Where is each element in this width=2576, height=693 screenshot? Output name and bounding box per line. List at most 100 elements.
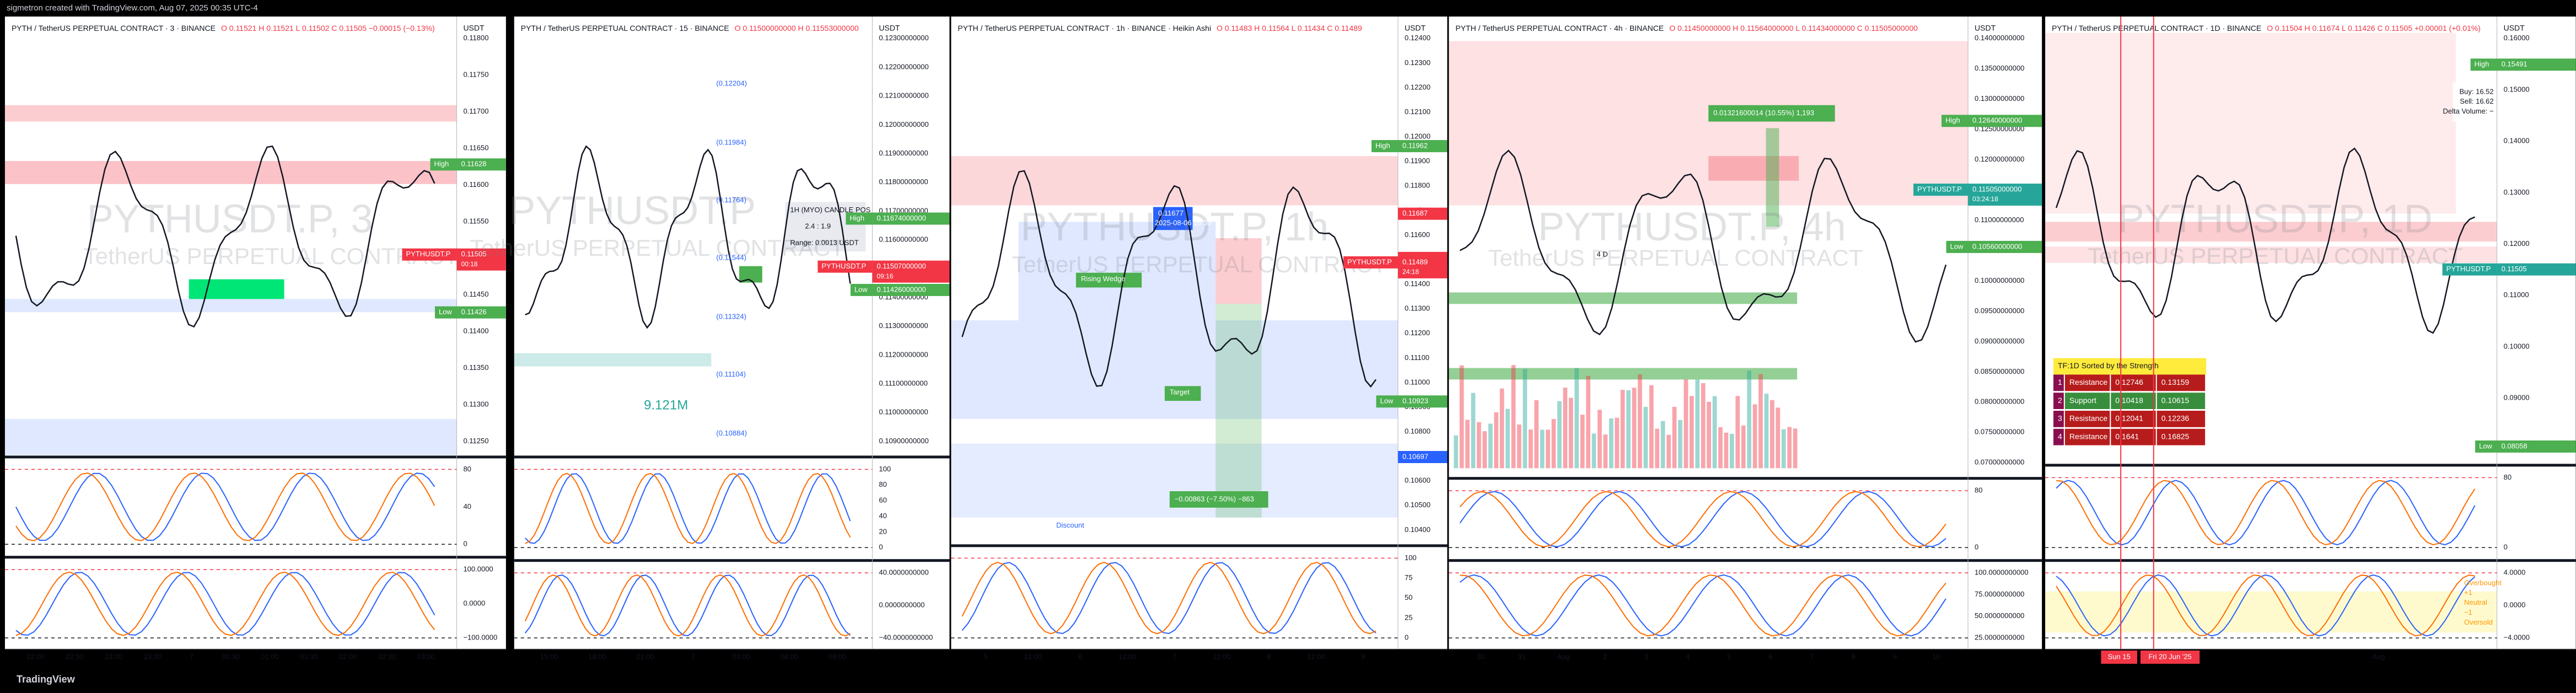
price-badge-value: 0.11505 bbox=[2502, 265, 2527, 273]
zone bbox=[951, 320, 1398, 419]
volume-bar bbox=[1666, 434, 1671, 469]
table-cell bbox=[2156, 428, 2206, 445]
indicator-axis-label: 0.0000 bbox=[463, 599, 485, 608]
chart-annotation: (0.11324) bbox=[716, 313, 746, 321]
zone bbox=[1075, 272, 1142, 288]
price-badge-countdown: 03:24:18 bbox=[1972, 195, 1998, 203]
volume-bar bbox=[1781, 429, 1786, 469]
zone bbox=[1449, 41, 1969, 206]
price-label: 0.11400 bbox=[463, 327, 488, 335]
indicator-line bbox=[961, 562, 1376, 635]
zone bbox=[1708, 156, 1799, 181]
price-badge bbox=[872, 283, 950, 296]
table-cell bbox=[2111, 428, 2156, 445]
price-badge bbox=[1397, 140, 1448, 153]
time-label: 03:00 bbox=[417, 652, 435, 660]
chart-annotation: (0.12204) bbox=[716, 79, 747, 87]
price-label: 0.12200000000 bbox=[879, 62, 928, 71]
price-label: 0.11900 bbox=[1405, 157, 1430, 165]
price-label: 0.12400 bbox=[1405, 34, 1430, 42]
price-label: 0.10400 bbox=[1405, 525, 1430, 534]
indicator-axis-label: 0 bbox=[1975, 543, 1978, 551]
indicator-axis-label: 80 bbox=[463, 465, 471, 473]
volume-bar bbox=[1701, 383, 1706, 469]
price-badge bbox=[456, 306, 506, 319]
price-label: 0.12000 bbox=[2504, 239, 2530, 248]
date-marker: Fri 20 Jun '25 bbox=[2148, 652, 2191, 660]
volume-bar bbox=[1718, 427, 1723, 469]
indicator-line bbox=[1459, 574, 1946, 637]
price-badge-value: 0.15491 bbox=[2502, 60, 2527, 68]
volume-bar bbox=[1735, 396, 1740, 469]
watermark: TetherUS PERPETUAL CONTRACT bbox=[470, 235, 845, 261]
zone bbox=[1018, 222, 1216, 321]
indicator-line bbox=[1459, 491, 1946, 547]
indicator-axis-label: 4.0000 bbox=[2504, 568, 2526, 577]
pane-separator bbox=[4, 455, 506, 459]
table-cell bbox=[2156, 411, 2206, 427]
time-label: 12:00 bbox=[1307, 652, 1325, 660]
price-badge-value: 0.11505000000 bbox=[1972, 185, 2021, 193]
volume-bar bbox=[1511, 365, 1516, 469]
price-badge-tag bbox=[434, 306, 457, 319]
chart-panel bbox=[514, 17, 950, 649]
price-label: 0.09000 bbox=[2504, 394, 2530, 402]
price-label: 0.11000 bbox=[1405, 378, 1430, 386]
pane-separator bbox=[1449, 559, 2042, 562]
table-cell-text: 0.12041 bbox=[2115, 414, 2143, 423]
chart-annotation: Sell: 16.62 bbox=[2460, 97, 2493, 105]
table-cell bbox=[2156, 374, 2206, 391]
volume-bar bbox=[1586, 375, 1590, 469]
volume-bar bbox=[1764, 394, 1769, 469]
table-cell bbox=[2064, 411, 2110, 427]
volume-bar bbox=[1603, 434, 1608, 469]
price-badge-label: Low bbox=[1950, 242, 1964, 250]
volume-bar bbox=[1459, 365, 1464, 469]
indicator-axis-label: 80 bbox=[879, 480, 886, 488]
price-line bbox=[15, 145, 435, 328]
price-badge-value: 0.11505 bbox=[461, 250, 486, 258]
price-badge-tag bbox=[402, 248, 457, 261]
indicator-axis-label: 0.0000000000 bbox=[879, 601, 924, 609]
legend-item: Overbought bbox=[2464, 578, 2502, 587]
watermark: PYTHUSDT.P, 1h bbox=[1020, 205, 1329, 249]
zone bbox=[2453, 82, 2497, 122]
time-label: 10 bbox=[1932, 652, 1940, 660]
date-marker: Sun 15 bbox=[2108, 652, 2131, 660]
symbol-header: PYTH / TetherUS PERPETUAL CONTRACT · 15 … bbox=[521, 24, 859, 33]
price-badge-tag bbox=[850, 283, 873, 296]
pane-separator bbox=[1449, 477, 2042, 480]
zone bbox=[2045, 33, 2456, 214]
price-badge-value: 0.10560000000 bbox=[1972, 242, 2022, 250]
price-badge bbox=[1397, 207, 1448, 220]
volume-bar bbox=[1568, 397, 1573, 469]
zone bbox=[4, 299, 457, 313]
time-label: 4 bbox=[1686, 652, 1690, 660]
indicator-line bbox=[524, 574, 851, 637]
chart-annotation: Rising Wedge bbox=[1081, 275, 1126, 283]
volume-bar bbox=[1499, 388, 1504, 469]
price-badge bbox=[456, 248, 506, 271]
currency-label: USDT bbox=[879, 24, 900, 33]
indicator-axis-label: 100.0000 bbox=[463, 565, 493, 573]
price-badge-tag bbox=[1942, 115, 1969, 127]
chart-annotation: 1H (MYO) CANDLE POS bbox=[790, 206, 870, 214]
price-label: 0.11000000000 bbox=[879, 408, 928, 416]
price-badge-tag bbox=[2475, 440, 2497, 453]
price-label: 0.12300 bbox=[1405, 58, 1430, 67]
price-badge bbox=[872, 212, 950, 225]
volume-bar bbox=[1534, 400, 1539, 469]
volume-bar bbox=[1465, 420, 1470, 469]
ohlc-values: O 0.11504 H 0.11674 L 0.11426 C 0.11505 … bbox=[2267, 24, 2481, 33]
price-badge-countdown: 00:18 bbox=[461, 260, 477, 268]
price-badge-label: High bbox=[849, 214, 864, 222]
indicator-axis-label: 75.0000000000 bbox=[1975, 590, 2024, 598]
table-cell-text: 0.10418 bbox=[2115, 396, 2143, 405]
price-badge-tag bbox=[1343, 256, 1398, 268]
indicator-axis-label: 60 bbox=[879, 496, 886, 504]
footer-logo: TradingView bbox=[17, 674, 76, 685]
zone bbox=[1766, 128, 1779, 227]
time-label: 12:00 bbox=[1118, 652, 1137, 660]
price-label: 0.14000000000 bbox=[1975, 34, 2024, 42]
price-badge-value: 0.11489 bbox=[1402, 257, 1428, 266]
